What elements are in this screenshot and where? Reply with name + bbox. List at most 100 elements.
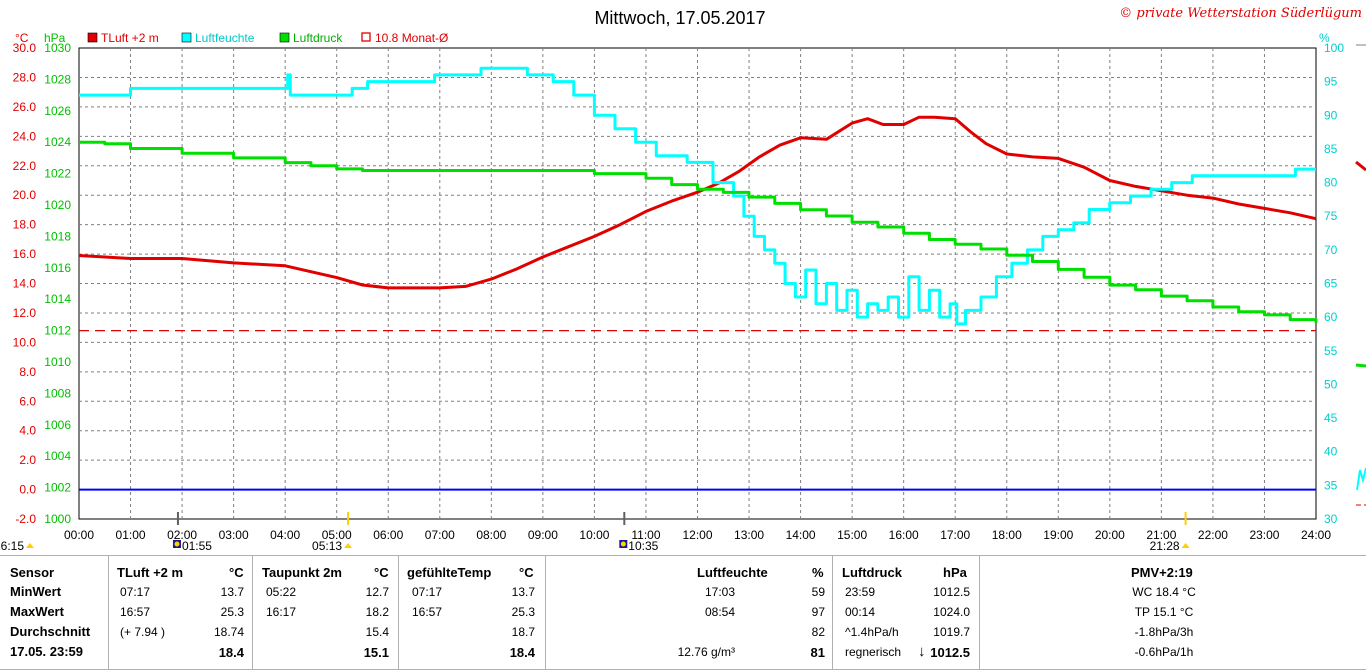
pressure-tick-label: 1024 (44, 135, 71, 149)
humidity-unit-label: % (1319, 31, 1330, 45)
header-druck-unit: hPa (943, 565, 967, 580)
tluft-value: 18.74 (213, 625, 244, 639)
temp-tick-label: 8.0 (19, 365, 36, 379)
header-taupunkt-unit: °C (374, 565, 389, 580)
taupunkt-value: 18.2 (365, 605, 389, 619)
humidity-tick-label: 70 (1324, 243, 1338, 257)
x-tick-label: 09:00 (528, 528, 558, 542)
humidity-tick-label: 50 (1324, 377, 1338, 391)
trend-down-icon: ↓ (918, 643, 926, 660)
temp-tick-label: 28.0 (13, 70, 37, 84)
pmv-value: -0.6hPa/1h (1134, 645, 1194, 659)
x-tick-label: 13:00 (734, 528, 764, 542)
pressure-tick-label: 1020 (44, 198, 71, 212)
temp-tick-label: -2.0 (15, 512, 36, 526)
legend-label: Luftdruck (293, 31, 343, 45)
x-tick-label: 10:00 (579, 528, 609, 542)
time-marker: 21:28 (1150, 512, 1190, 553)
x-tick-label: 06:00 (373, 528, 403, 542)
legend-label: Luftfeuchte (195, 31, 255, 45)
humidity-tick-label: 55 (1324, 344, 1338, 358)
row-label: 17.05. 23:59 (10, 644, 84, 659)
druck-time: 00:14 (845, 605, 876, 619)
pressure-tick-label: 1022 (44, 167, 71, 181)
temp-tick-label: 0.0 (19, 483, 36, 497)
pmv-value: WC 18.4 °C (1132, 585, 1196, 599)
edge-humidity-fragment (1356, 467, 1366, 491)
pressure-tick-label: 1012 (44, 324, 71, 338)
tluft-time: (+ 7.94 ) (120, 625, 166, 639)
gefuehlt-time: 07:17 (412, 585, 443, 599)
time-marker: 10:35 (619, 512, 659, 553)
marker-label: 01:55 (182, 539, 212, 553)
x-tick-label: 22:00 (1198, 528, 1228, 542)
pressure-tick-label: 1028 (44, 72, 71, 86)
pressure-tick-label: 1008 (44, 386, 71, 400)
pressure-tick-label: 1002 (44, 481, 71, 495)
legend-item: Luftdruck (279, 31, 343, 45)
druck-time: regnerisch (845, 645, 902, 659)
temp-tick-label: 16.0 (13, 247, 37, 261)
x-tick-label: 12:00 (682, 528, 712, 542)
header-druck: Luftdruck (842, 565, 902, 580)
x-tick-label: 07:00 (425, 528, 455, 542)
gefuehlt-value: 18.7 (511, 625, 535, 639)
moon-icon-dot (620, 541, 626, 547)
druck-value: 1012.5 (933, 585, 970, 599)
series-line-humidity (79, 66, 1316, 326)
x-tick-label: 08:00 (476, 528, 506, 542)
x-tick-label: 03:00 (219, 528, 249, 542)
pressure-tick-label: 1016 (44, 261, 71, 275)
x-tick-label: 02:00 (167, 528, 197, 542)
header-taupunkt: Taupunkt 2m (262, 565, 342, 580)
time-markers: 01:55 05:13 10:35 21:28 16:15 (0, 512, 1190, 553)
feuchte-value: 82 (811, 625, 825, 639)
druck-value: 1012.5 (930, 645, 970, 660)
legend-item: Luftfeuchte (181, 31, 255, 45)
legend-label: 10.8 Monat-Ø (375, 31, 448, 45)
stats-table: Sensor TLuft +2 m °C Taupunkt 2m °C gefü… (0, 555, 1366, 670)
humidity-tick-label: 40 (1324, 445, 1338, 459)
sun-icon (1181, 543, 1190, 548)
edge-temp-fragment (1355, 160, 1366, 172)
humidity-tick-label: 75 (1324, 209, 1338, 223)
edge-pressure-fragment (1355, 363, 1366, 368)
druck-time: 23:59 (845, 585, 876, 599)
plot-area (78, 66, 1318, 491)
x-tick-label: 21:00 (1146, 528, 1176, 542)
temp-tick-label: 10.0 (13, 335, 37, 349)
x-tick-label: 23:00 (1249, 528, 1279, 542)
gefuehlt-value: 13.7 (511, 585, 535, 599)
humidity-tick-label: 30 (1324, 512, 1338, 526)
tluft-time: 07:17 (120, 585, 151, 599)
pressure-tick-label: 1030 (44, 41, 71, 55)
temp-tick-label: 12.0 (13, 306, 37, 320)
time-marker: 05:13 (312, 512, 353, 553)
legend-label: TLuft +2 m (101, 31, 159, 45)
tluft-value: 25.3 (220, 605, 244, 619)
chart-title: Mittwoch, 17.05.2017 (594, 8, 765, 28)
x-tick-label: 05:00 (322, 528, 352, 542)
taupunkt-value: 12.7 (365, 585, 389, 599)
humidity-tick-label: 60 (1324, 310, 1338, 324)
x-tick-label: 00:00 (64, 528, 94, 542)
marker-label: 21:28 (1150, 539, 1180, 553)
header-sensor: Sensor (10, 565, 55, 580)
sun-icon (26, 543, 34, 548)
feuchte-time: 08:54 (704, 605, 735, 619)
time-marker: 01:55 (172, 512, 212, 553)
header-pmv: PMV+2:19 (1131, 565, 1193, 580)
header-gefuehlt: gefühlteTemp (407, 565, 492, 580)
taupunkt-value: 15.4 (365, 625, 389, 639)
legend: TLuft +2 m Luftfeuchte Luftdruck 10.8 Monat… (87, 31, 448, 45)
tluft-time: 16:57 (120, 605, 151, 619)
header-tluft-unit: °C (229, 565, 244, 580)
feuchte-value: 81 (810, 645, 825, 660)
taupunkt-time: 16:17 (266, 605, 297, 619)
druck-value: 1024.0 (933, 605, 970, 619)
taupunkt-time: 05:22 (266, 585, 297, 599)
marker-label: 10:35 (628, 539, 658, 553)
pmv-value: TP 15.1 °C (1134, 605, 1194, 619)
pressure-tick-label: 1000 (44, 512, 71, 526)
moon-icon-dot (174, 541, 180, 547)
